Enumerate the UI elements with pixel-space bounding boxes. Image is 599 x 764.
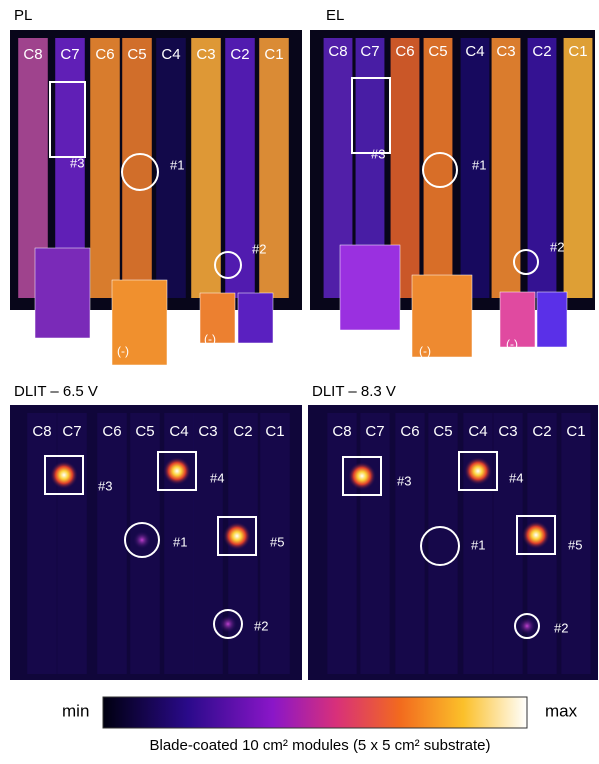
cell-stripe — [327, 413, 356, 674]
column-label: C3 — [496, 43, 515, 60]
marker-label: #3 — [70, 155, 84, 170]
column-label: C4 — [465, 43, 484, 60]
panels: C8 C7 C6 C5 C4 C3 C2 C1 PL (-) (-) #3 #1 #2 C8 C7 C6 C5 C4… — [10, 7, 598, 680]
column-label: C8 — [23, 46, 42, 63]
panel-title: EL — [326, 7, 344, 24]
column-label: C8 — [32, 423, 51, 440]
column-label: C6 — [395, 43, 414, 60]
caption: Blade-coated 10 cm² modules (5 x 5 cm² s… — [150, 737, 491, 754]
inset — [340, 245, 400, 330]
marker-label: #1 — [170, 157, 184, 172]
column-label: C2 — [532, 423, 551, 440]
column-label: C3 — [196, 46, 215, 63]
marker-label: #2 — [252, 241, 266, 256]
column-label: C4 — [468, 423, 487, 440]
cell-stripe — [122, 38, 152, 298]
column-label: C7 — [360, 43, 379, 60]
column-label: C6 — [400, 423, 419, 440]
colorbar-max: max — [545, 701, 578, 720]
panel-title: DLIT – 6.5 V — [14, 383, 98, 400]
column-label: C5 — [135, 423, 154, 440]
column-label: C8 — [332, 423, 351, 440]
hot-spot — [163, 457, 191, 485]
panel-title: PL — [14, 7, 32, 24]
column-label: C7 — [60, 46, 79, 63]
hot-spot — [348, 462, 376, 490]
marker-label: #3 — [397, 473, 411, 488]
column-label: C5 — [127, 46, 146, 63]
hot-spot — [133, 531, 151, 549]
column-label: C5 — [428, 43, 447, 60]
marker-label: #2 — [554, 620, 568, 635]
marker-label: #3 — [371, 146, 385, 161]
cell-stripe — [528, 38, 557, 298]
cell-stripe — [424, 38, 453, 298]
panel-title: DLIT – 8.3 V — [312, 383, 396, 400]
column-label: C1 — [265, 423, 284, 440]
column-label: C7 — [365, 423, 384, 440]
hot-spot — [223, 522, 251, 550]
marker-label: #5 — [270, 534, 284, 549]
marker-label: #2 — [550, 239, 564, 254]
marker-label: #5 — [568, 537, 582, 552]
column-label: C6 — [95, 46, 114, 63]
colorbar-min: min — [62, 701, 89, 720]
column-label: C2 — [230, 46, 249, 63]
marker-label: #4 — [509, 470, 523, 485]
column-label: C4 — [169, 423, 188, 440]
inset-label: (-) — [419, 344, 431, 358]
inset — [537, 292, 567, 347]
marker-label: #1 — [173, 534, 187, 549]
hot-spot — [464, 457, 492, 485]
marker-label: #4 — [210, 470, 224, 485]
column-label: C1 — [568, 43, 587, 60]
marker-label: #3 — [98, 478, 112, 493]
figure: C8 C7 C6 C5 C4 C3 C2 C1 PL (-) (-) #3 #1 #2 C8 C7 C6 C5 C4… — [0, 0, 599, 759]
column-label: C6 — [102, 423, 121, 440]
colorbar — [103, 697, 527, 728]
hot-spot — [219, 615, 237, 633]
cell-stripe — [259, 38, 289, 298]
column-label: C2 — [233, 423, 252, 440]
inset-label: (-) — [117, 344, 129, 358]
cell-stripe — [564, 38, 593, 298]
inset — [35, 248, 90, 338]
column-label: C1 — [264, 46, 283, 63]
cell-stripe — [90, 38, 120, 298]
marker-label: #1 — [472, 157, 486, 172]
column-label: C1 — [566, 423, 585, 440]
column-label: C7 — [62, 423, 81, 440]
inset — [238, 293, 273, 343]
column-label: C3 — [198, 423, 217, 440]
column-label: C5 — [433, 423, 452, 440]
cell-stripe — [57, 413, 87, 674]
hot-spot — [522, 521, 550, 549]
cell-stripe — [27, 413, 57, 674]
column-label: C4 — [161, 46, 180, 63]
marker-label: #1 — [471, 537, 485, 552]
hot-spot — [50, 461, 78, 489]
column-label: C2 — [532, 43, 551, 60]
marker-label: #2 — [254, 618, 268, 633]
hot-spot — [518, 617, 536, 635]
cell-stripe — [492, 38, 521, 298]
cell-stripe — [428, 413, 457, 674]
cell-stripe — [360, 413, 389, 674]
inset-label: (-) — [204, 332, 216, 346]
inset-label: (-) — [506, 337, 518, 351]
column-label: C3 — [498, 423, 517, 440]
column-label: C8 — [328, 43, 347, 60]
cell-stripe — [97, 413, 127, 674]
